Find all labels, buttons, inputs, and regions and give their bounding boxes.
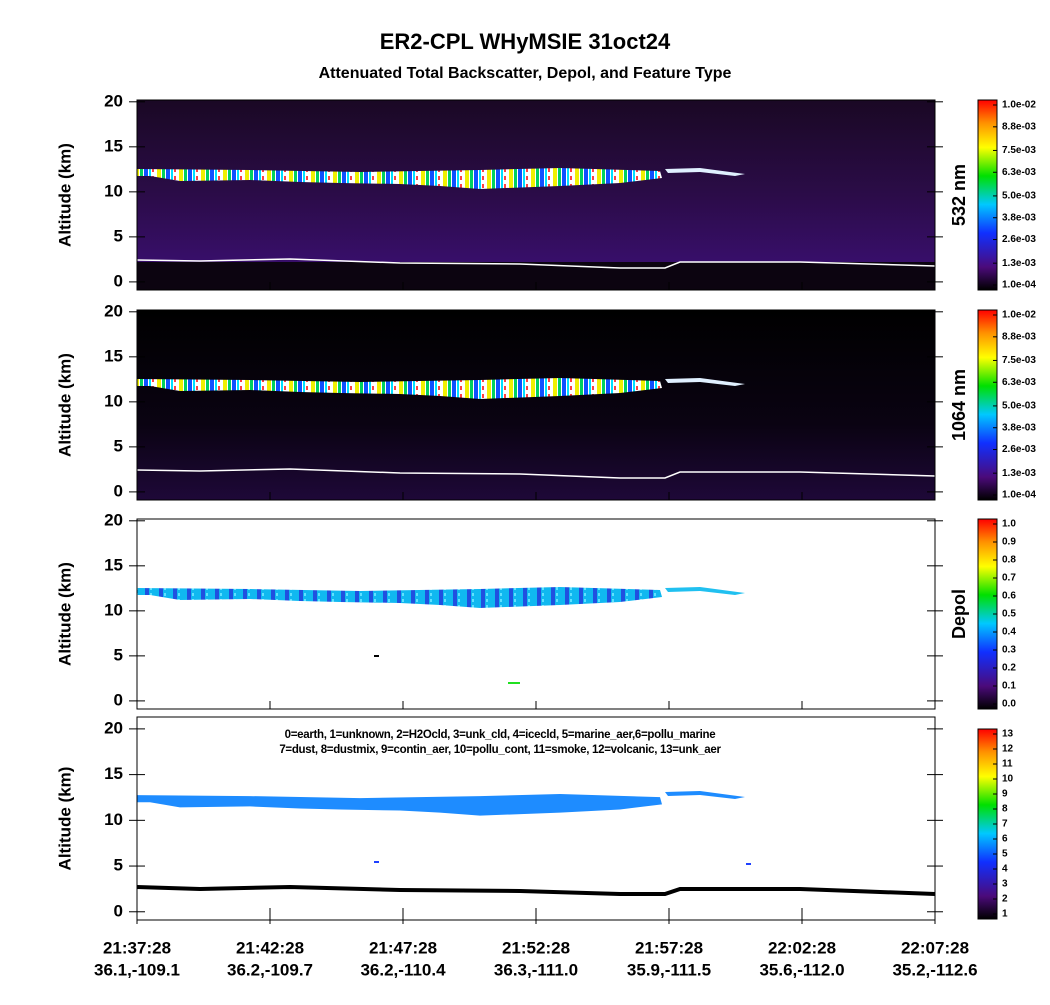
x-tick-sublabel: 36.1,-109.1 [94,960,180,979]
colorbar-tick-label: 5.0e-03 [1002,401,1036,412]
colorbar-tick-label: 1 [1002,909,1008,920]
x-tick-label: 21:57:28 [635,938,703,957]
y-tick-label: 0 [114,690,123,709]
colorbar-tick-label: 1.3e-03 [1002,468,1036,479]
x-tick-sublabel: 35.6,-112.0 [759,960,844,979]
y-axis-label: Altitude (km) [55,353,74,457]
colorbar-tick-label: 2.6e-03 [1002,444,1036,455]
colorbar-tick-label: 3 [1002,879,1008,890]
colorbar-tick-label: 5.0e-03 [1002,191,1036,202]
colorbar-tick-label: 2.6e-03 [1002,234,1036,245]
legend-text: 7=dust, 8=dustmix, 9=contin_aer, 10=poll… [279,744,721,756]
x-tick-sublabel: 35.9,-111.5 [627,960,711,979]
panel-depol-image [137,519,935,709]
y-tick-label: 15 [104,136,123,155]
x-tick-label: 22:02:28 [768,938,836,957]
colorbar-tick-label: 6 [1002,834,1008,845]
colorbar-tick-label: 0.0 [1002,699,1016,710]
x-tick-label: 21:37:28 [103,938,171,957]
x-tick-label: 21:52:28 [502,938,570,957]
colorbar-label: 1064 nm [949,369,969,441]
y-tick-label: 10 [104,810,123,829]
y-tick-label: 0 [114,901,123,920]
y-axis-label: Altitude (km) [55,562,74,666]
y-tick-label: 5 [114,226,123,245]
y-tick-label: 10 [104,391,123,410]
y-tick-label: 20 [104,301,123,320]
colorbar-label: Depol [949,589,969,639]
colorbar-tick-label: 13 [1002,729,1014,740]
colorbar-tick-label: 6.3e-03 [1002,167,1036,178]
y-tick-label: 0 [114,271,123,290]
colorbar-tick-label: 8.8e-03 [1002,121,1036,132]
x-tick-sublabel: 36.2,-110.4 [360,960,446,979]
colorbar-tick-label: 5 [1002,849,1008,860]
panel-feature-image [136,717,936,920]
colorbar-label: 532 nm [949,164,969,226]
x-tick-sublabel: 36.2,-109.7 [227,960,313,979]
colorbar-tick-label: 4 [1002,864,1008,875]
colorbar-tick-label: 9 [1002,789,1008,800]
colorbar-tick-label: 2 [1002,894,1008,905]
x-tick-sublabel: 35.2,-112.6 [892,960,977,979]
colorbar-tick-label: 1.0e-02 [1002,100,1036,111]
colorbar-tick-label: 7.5e-03 [1002,145,1036,156]
colorbar-tick-label: 6.3e-03 [1002,377,1036,388]
colorbar-tick-label: 8 [1002,804,1008,815]
title: ER2-CPL WHyMSIE 31oct24 [380,29,671,54]
colorbar-tick-label: 0.6 [1002,591,1016,602]
colorbar-tick-label: 1.0e-04 [1002,280,1036,291]
colorbar-tick-label: 0.4 [1002,627,1016,638]
colorbar-tick-label: 7 [1002,819,1008,830]
colorbar-tick-label: 7.5e-03 [1002,355,1036,366]
x-tick-sublabel: 36.3,-111.0 [494,960,578,979]
colorbar [977,99,998,291]
colorbar-tick-label: 12 [1002,744,1014,755]
colorbar-tick-label: 0.2 [1002,663,1016,674]
colorbar-tick-label: 10 [1002,774,1014,785]
colorbar-tick-label: 11 [1002,759,1013,770]
y-axis-label: Altitude (km) [55,143,74,247]
colorbar-tick-label: 0.7 [1002,573,1016,584]
y-tick-label: 20 [104,510,123,529]
y-tick-label: 5 [114,856,123,875]
x-tick-label: 21:42:28 [236,938,304,957]
subtitle: Attenuated Total Backscatter, Depol, and… [319,65,732,82]
colorbar-tick-label: 1.0e-04 [1002,490,1036,501]
y-tick-label: 5 [114,645,123,664]
colorbar-tick-label: 0.3 [1002,645,1016,656]
colorbar-tick-label: 0.1 [1002,681,1016,692]
colorbar-tick-label: 1.0 [1002,519,1016,530]
y-tick-label: 15 [104,764,123,783]
y-tick-label: 10 [104,600,123,619]
x-tick-label: 21:47:28 [369,938,437,957]
legend-text: 0=earth, 1=unknown, 2=H2Ocld, 3=unk_cld,… [285,729,716,741]
y-tick-label: 15 [104,555,123,574]
y-tick-label: 15 [104,346,123,365]
panel-532-image [136,100,936,290]
colorbar [977,309,998,501]
x-tick-label: 22:07:28 [901,938,969,957]
colorbar-tick-label: 0.5 [1002,609,1016,620]
colorbar-tick-label: 0.9 [1002,537,1016,548]
y-tick-label: 10 [104,181,123,200]
y-tick-label: 5 [114,436,123,455]
colorbar-tick-label: 1.3e-03 [1002,258,1036,269]
y-tick-label: 20 [104,91,123,110]
colorbar-tick-label: 3.8e-03 [1002,212,1036,223]
colorbar-tick-label: 0.8 [1002,555,1016,566]
colorbar-tick-label: 1.0e-02 [1002,310,1036,321]
y-axis-label: Altitude (km) [55,767,74,871]
colorbar-tick-label: 8.8e-03 [1002,331,1036,342]
y-tick-label: 0 [114,481,123,500]
y-tick-label: 20 [104,718,123,737]
panel-1064-image [136,310,936,500]
colorbar-tick-label: 3.8e-03 [1002,422,1036,433]
